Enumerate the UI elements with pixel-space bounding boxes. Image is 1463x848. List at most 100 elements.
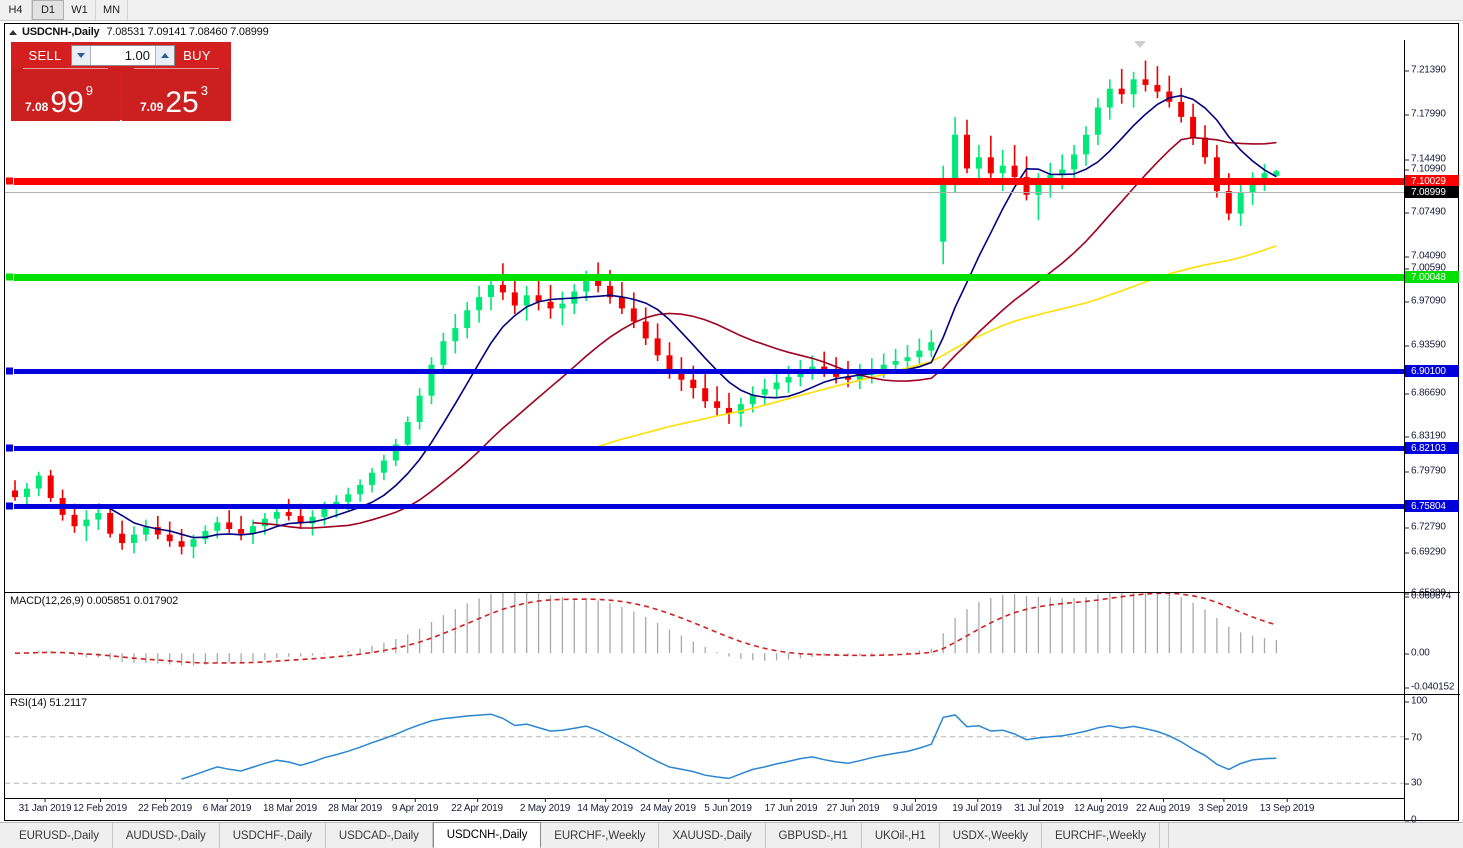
level-line-support-blue-2[interactable] [5, 443, 1405, 453]
date-axis-tick: 9 Jul 2019 [893, 798, 937, 814]
timeframe-w1[interactable]: W1 [64, 0, 96, 20]
date-axis-tick: 9 Apr 2019 [392, 798, 438, 814]
buy-price-fraction: 3 [200, 83, 208, 98]
price-axis-tick: 6.83190 [1405, 431, 1446, 442]
chart-scroll-marker-icon[interactable] [1134, 41, 1146, 48]
timeframe-toolbar: H4 D1 W1 MN [0, 0, 1463, 21]
price-axis-tick: 7.14490 [1405, 154, 1446, 165]
date-axis-tick: 31 Jan 2019 [19, 798, 72, 814]
date-axis-tick: 5 Jun 2019 [704, 798, 752, 814]
chart-canvas-frame[interactable]: USDCNH-,Daily 7.08531 7.09141 7.08460 7.… [4, 23, 1460, 826]
price-axis-badge[interactable]: 6.90100 [1405, 365, 1459, 377]
rsi-axis-tick: 100 [1405, 696, 1427, 707]
date-axis-tick: 2 May 2019 [520, 798, 570, 814]
price-axis-badge[interactable]: 7.08999 [1405, 186, 1459, 198]
macd-axis-tick: 0.00 [1405, 648, 1430, 659]
price-axis-tick: 7.04090 [1405, 251, 1446, 262]
timeframe-d1[interactable]: D1 [32, 0, 64, 20]
sell-button[interactable]: 7.08 99 9 [11, 68, 120, 121]
level-line-handle[interactable] [5, 176, 14, 186]
macd-plot [14, 593, 1278, 666]
sell-price-prefix: 7.08 [25, 100, 49, 114]
date-axis-tick: 3 Sep 2019 [1198, 798, 1248, 814]
buy-price-big: 25 [165, 86, 199, 119]
level-line-support-blue-1[interactable] [5, 366, 1405, 376]
candlestick-plot [12, 60, 1280, 559]
rsi-axis-tick: 0 [1405, 815, 1417, 826]
date-axis-tick: 12 Feb 2019 [73, 798, 127, 814]
symbol-label: USDCNH-,Daily [22, 26, 100, 38]
chevron-down-icon [77, 53, 85, 58]
date-axis-tick: 22 Feb 2019 [138, 798, 192, 814]
chart-tab[interactable]: XAUUSD-,Daily [659, 823, 766, 848]
chart-tab[interactable]: EURUSD-,Daily [6, 823, 113, 848]
volume-increment-button[interactable] [155, 46, 174, 65]
chevron-up-icon [161, 53, 169, 58]
macd-axis-tick: 0.060674 [1405, 591, 1451, 602]
level-line-resistance-red[interactable] [5, 176, 1405, 186]
ohlc-values: 7.08531 7.09141 7.08460 7.08999 [106, 26, 269, 38]
price-axis-tick: 6.65890 [1405, 588, 1446, 599]
chart-symbol-header: USDCNH-,Daily 7.08531 7.09141 7.08460 7.… [5, 24, 1458, 40]
level-line-support-blue-3[interactable] [5, 501, 1405, 511]
rsi-label: RSI(14) 51.2117 [10, 697, 87, 709]
price-axis-badge[interactable]: 6.82103 [1405, 442, 1459, 454]
volume-stepper[interactable]: 1.00 [71, 45, 175, 66]
level-line-handle[interactable] [5, 366, 14, 376]
chart-tab[interactable]: AUDUSD-,Daily [112, 823, 220, 848]
price-axis-tick: 6.79790 [1405, 466, 1446, 477]
chart-tab[interactable]: USDCHF-,Daily [219, 823, 326, 848]
price-axis-tick: 7.17990 [1405, 109, 1446, 120]
chart-tab-active[interactable]: USDCNH-,Daily [432, 822, 542, 848]
macd-pane[interactable]: MACD(12,26,9) 0.005851 0.017902 [5, 592, 1405, 692]
macd-label: MACD(12,26,9) 0.005851 0.017902 [10, 595, 179, 607]
chart-tab[interactable]: GBPUSD-,H1 [765, 823, 862, 848]
price-pane[interactable] [5, 40, 1405, 592]
level-line-handle[interactable] [5, 443, 14, 453]
price-axis-badge[interactable]: 7.00048 [1405, 271, 1459, 283]
level-line-handle[interactable] [5, 501, 14, 511]
level-line-support-green[interactable] [5, 272, 1405, 282]
chart-tab-bar: EURUSD-,Daily AUDUSD-,Daily USDCHF-,Daily U… [0, 822, 1463, 848]
price-axis-tick: 7.00590 [1405, 263, 1446, 274]
timeframe-h4[interactable]: H4 [0, 0, 32, 20]
price-axis-badge[interactable]: 6.75804 [1405, 500, 1459, 512]
price-axis-tick: 7.07490 [1405, 207, 1446, 218]
rsi-divider [5, 694, 1460, 695]
volume-decrement-button[interactable] [72, 46, 91, 65]
price-axis-tick: 7.21390 [1405, 65, 1446, 76]
chart-tab[interactable]: EURCHF-,Weekly [1041, 823, 1161, 848]
price-axis-badge[interactable]: 7.10029 [1405, 175, 1459, 187]
chart-tab[interactable]: EURCHF-,Weekly [541, 823, 660, 848]
volume-input[interactable]: 1.00 [124, 48, 150, 63]
buy-button[interactable]: 7.09 25 3 [122, 68, 231, 121]
date-axis-tick: 14 May 2019 [577, 798, 633, 814]
one-click-trading-panel[interactable]: SELL 1.00 BUY 7.08 99 9 [10, 41, 232, 121]
date-axis-tick: 19 Jul 2019 [952, 798, 1002, 814]
price-axis-tick: 6.86690 [1405, 388, 1446, 399]
date-axis-tick: 31 Jul 2019 [1014, 798, 1064, 814]
price-axis-tick: 6.97090 [1405, 296, 1446, 307]
level-line-bid-line-gray[interactable] [5, 191, 1405, 193]
date-axis-tick: 18 Mar 2019 [263, 798, 317, 814]
time-scale-axis[interactable]: 31 Jan 2019 12 Feb 2019 22 Feb 2019 6 Mar 2… [5, 798, 1406, 820]
oct-controls-row: SELL 1.00 BUY [11, 42, 231, 68]
date-axis-tick: 28 Mar 2019 [328, 798, 382, 814]
collapse-triangle-icon[interactable] [9, 29, 17, 35]
buy-label: BUY [183, 48, 211, 63]
chart-tab[interactable]: USDCAD-,Daily [325, 823, 433, 848]
date-axis-tick: 27 Jun 2019 [827, 798, 880, 814]
level-line-handle[interactable] [5, 272, 14, 282]
timeframe-mn[interactable]: MN [96, 0, 128, 20]
sell-label: SELL [28, 48, 62, 63]
date-axis-tick: 24 May 2019 [640, 798, 696, 814]
rsi-axis-tick: 70 [1405, 733, 1422, 744]
date-axis-tick: 22 Apr 2019 [451, 798, 503, 814]
chart-tab[interactable]: USDX-,Weekly [939, 823, 1042, 848]
date-axis-tick: 22 Aug 2019 [1136, 798, 1190, 814]
price-axis-tick: 6.72790 [1405, 522, 1446, 533]
price-scale-axis[interactable]: 7.21390 7.17990 7.14490 7.10990 7.07490 7.040… [1404, 24, 1459, 826]
chart-tab[interactable]: UKOil-,H1 [861, 823, 940, 848]
buy-price-prefix: 7.09 [140, 100, 164, 114]
